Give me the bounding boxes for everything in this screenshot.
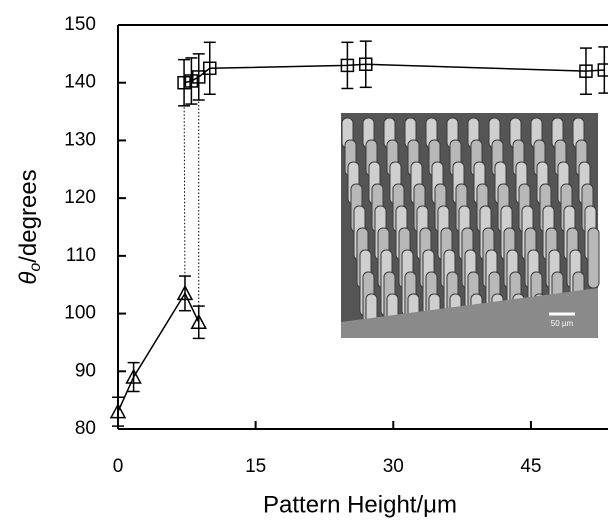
y-label-subscript: o xyxy=(27,263,44,272)
connector xyxy=(183,82,186,294)
error-bar xyxy=(178,58,191,107)
y-tick-label: 120 xyxy=(64,187,96,208)
marker xyxy=(109,403,127,419)
y-label-symbol: θ xyxy=(15,272,42,285)
marker xyxy=(203,61,217,76)
y-tick-label: 80 xyxy=(75,418,96,439)
error-bar xyxy=(341,41,354,90)
error-bar xyxy=(178,275,191,312)
y-tick-label: 130 xyxy=(64,129,96,150)
error-bar xyxy=(185,57,198,105)
marker xyxy=(579,64,593,78)
error-bar xyxy=(598,46,608,94)
marker xyxy=(359,57,373,71)
y-tick-label: 140 xyxy=(64,72,96,93)
x-axis-label: Pattern Height/μm xyxy=(263,491,457,518)
marker xyxy=(125,368,142,384)
y-tick-label: 150 xyxy=(64,14,96,35)
inset-substrate xyxy=(341,288,598,338)
pillar xyxy=(587,227,600,289)
y-tick-label: 110 xyxy=(66,245,96,266)
marker xyxy=(340,58,355,73)
x-tick-label: 0 xyxy=(113,456,124,477)
marker xyxy=(190,313,208,329)
marker xyxy=(191,70,206,84)
inset-image: 50 µm xyxy=(341,113,600,338)
error-bar xyxy=(192,305,205,340)
marker xyxy=(177,75,191,90)
error-bar xyxy=(192,53,205,101)
y-label-unit: /degrees xyxy=(15,169,42,262)
error-bar xyxy=(579,47,592,96)
y-tick-label: 100 xyxy=(64,303,96,324)
series-line xyxy=(183,63,605,84)
marker xyxy=(176,284,194,301)
x-tick-label: 15 xyxy=(245,456,266,477)
error-bar xyxy=(359,40,372,89)
x-tick-label: 30 xyxy=(383,456,404,477)
x-tick-label: 45 xyxy=(520,456,541,477)
marker xyxy=(184,74,199,88)
y-tick-label: 90 xyxy=(75,360,96,381)
error-bar xyxy=(203,41,216,96)
y-axis-label: θo/degrees xyxy=(15,169,44,284)
error-bar xyxy=(127,361,140,393)
scale-label: 50 µm xyxy=(551,319,574,328)
error-bar xyxy=(112,396,124,427)
marker xyxy=(597,63,608,77)
series-line xyxy=(117,291,200,412)
